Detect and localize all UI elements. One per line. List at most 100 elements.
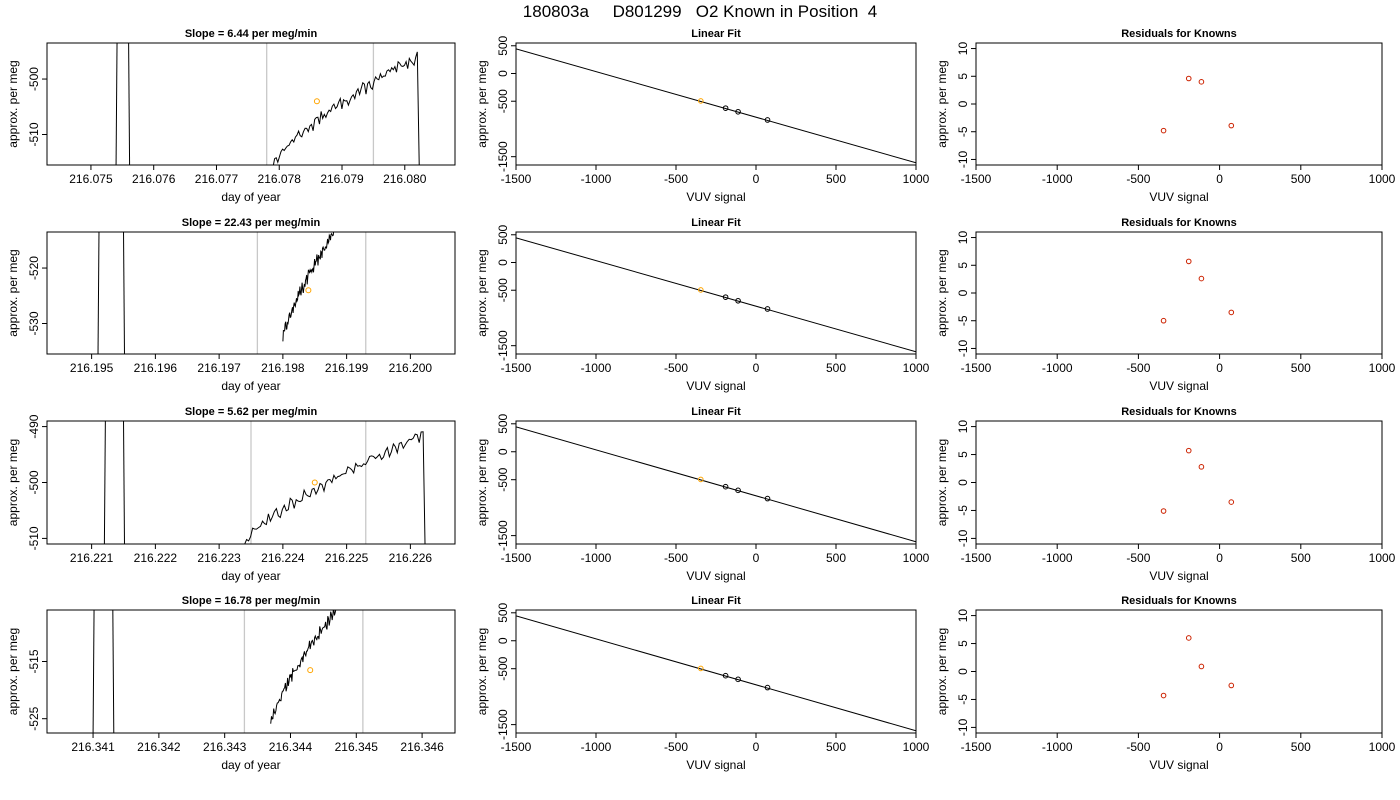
panel-1-3: Residuals for Knowns -1500 -1000 -500 0 500 10… [935,28,1396,204]
y-tick-label: -10 [956,718,970,736]
trace-line [272,51,420,165]
trace-line [244,431,426,544]
x-tick-label: 216.346 [400,740,444,754]
x-tick-label: 216.077 [195,172,239,186]
y-axis-label: approx. per meg [475,628,489,715]
residual-point [1185,258,1192,265]
x-tick-label: 216.226 [389,551,433,565]
x-tick-label: 500 [1291,361,1311,375]
panel-3-3: Residuals for Knowns -1500 -1000 -500 0 500 10… [935,406,1396,583]
trace-spike [92,610,95,733]
plot-frame [515,420,917,545]
x-tick-label: 1000 [903,361,930,375]
panel-3-1: Slope = 5.62 per meg/min 216.221 216.222 21… [6,406,456,583]
x-tick-label: 500 [826,172,846,186]
x-tick-label: -500 [664,172,688,186]
x-tick-label: 500 [826,740,846,754]
x-tick-label: 0 [753,172,760,186]
panel-title: Residuals for Knowns [1121,28,1237,40]
y-axis-label: approx. per meg [935,628,949,715]
y-tick-label: -490 [27,414,41,438]
panel-title: Linear Fit [691,595,741,607]
y-tick-label: -500 [496,278,510,302]
x-tick-label: 216.225 [325,551,369,565]
x-tick-label: -500 [664,740,688,754]
x-tick-label: 1000 [903,551,930,565]
y-tick-label: -515 [27,649,41,673]
residual-point [1185,75,1192,82]
panel-title: Residuals for Knowns [1121,595,1237,607]
y-axis-label: approx. per meg [475,249,489,336]
x-tick-label: 216.078 [258,172,302,186]
x-tick-label: 500 [1291,551,1311,565]
x-axis-label: day of year [221,758,280,772]
x-tick-label: 216.079 [320,172,364,186]
y-tick-label: -510 [27,526,41,550]
x-tick-label: -1000 [581,361,612,375]
y-tick-label: 0 [496,70,510,77]
residual-point [1160,127,1167,134]
panel-3-2: Linear Fit -1500 -1000 -500 0 500 1000 500 0 -500… [475,406,930,583]
fit-point [735,676,741,683]
x-tick-label: -1000 [1042,361,1073,375]
plot-frame [975,609,1383,734]
y-tick-label: 500 [496,224,510,244]
x-tick-label: 0 [1216,740,1223,754]
panel-2-2: Linear Fit -1500 -1000 -500 0 500 1000 500 0 -500… [475,217,930,393]
plot-area [516,615,916,732]
x-tick-label: 216.344 [269,740,313,754]
x-tick-label: -1500 [961,172,992,186]
x-tick-label: -1500 [961,361,992,375]
y-tick-label: 5 [956,451,970,458]
y-tick-label: -5 [956,126,970,137]
y-tick-label: 10 [956,609,970,623]
y-tick-label: -530 [27,311,41,335]
x-tick-label: 216.341 [71,740,115,754]
x-tick-label: 216.222 [134,551,178,565]
x-tick-label: -500 [664,551,688,565]
plot-area [516,237,916,353]
y-tick-label: 0 [496,259,510,266]
y-tick-label: -5 [956,505,970,516]
y-tick-label: -1500 [496,520,510,551]
y-tick-label: 0 [956,100,970,107]
x-axis-label: VUV signal [1149,190,1208,204]
x-tick-label: 216.342 [137,740,181,754]
x-tick-label: -1500 [501,551,532,565]
fit-point [722,483,729,490]
mean-marker [307,667,314,674]
plot-frame [46,42,456,166]
y-tick-label: -1500 [496,330,510,361]
trace-line [282,232,335,342]
x-tick-label: 0 [1216,551,1223,565]
plot-area [103,421,426,544]
x-axis-label: day of year [221,190,280,204]
y-tick-label: 0 [956,289,970,296]
panel-4-2: Linear Fit -1500 -1000 -500 0 500 1000 500 0 -500… [475,595,930,772]
y-tick-label: -1500 [496,141,510,172]
fit-point [735,297,741,304]
x-axis-label: VUV signal [1149,569,1208,583]
panel-title: Slope = 6.44 per meg/min [185,28,318,40]
panel-1-2: Linear Fit -1500 -1000 -500 0 500 1000 500 0 -500… [475,28,930,204]
x-axis-label: day of year [221,569,280,583]
fit-point [764,117,771,123]
residual-point [1228,682,1235,689]
panel-title: Slope = 16.78 per meg/min [182,595,321,607]
residual-point [1185,635,1192,641]
x-tick-label: 216.075 [69,172,113,186]
trace-spike [97,232,100,354]
y-tick-label: -10 [956,339,970,357]
residual-point [1228,309,1235,316]
x-tick-label: 1000 [1369,740,1396,754]
y-tick-label: -10 [956,150,970,168]
plot-area [516,426,916,543]
y-tick-label: -500 [496,656,510,680]
x-tick-label: 216.345 [335,740,379,754]
residual-point [1160,508,1167,514]
mean-marker [313,98,320,105]
plot-frame [46,609,456,734]
y-tick-label: -5 [956,694,970,705]
fit-point [722,105,729,111]
panel-2-1: Slope = 22.43 per meg/min 216.195 216.196 2… [6,217,456,393]
